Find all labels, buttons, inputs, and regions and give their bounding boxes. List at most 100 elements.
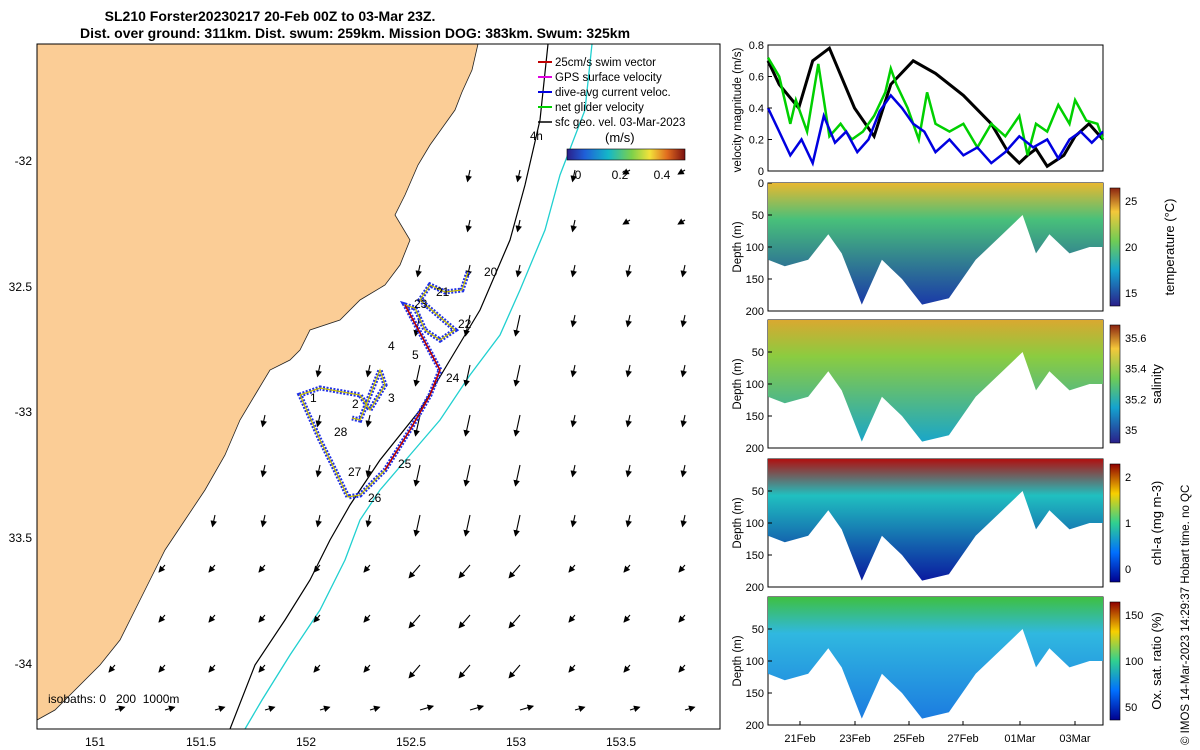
velocity-arrow bbox=[208, 614, 216, 623]
track-day-label: 1 bbox=[310, 391, 317, 405]
velocity-arrow bbox=[513, 314, 521, 337]
velocity-arrow bbox=[574, 705, 586, 712]
velocity-arrow bbox=[313, 564, 321, 573]
legend-net-glider-velocity: net glider velocity bbox=[555, 102, 644, 114]
velocity-arrow bbox=[260, 464, 267, 478]
track-day-label: 2 bbox=[352, 397, 359, 411]
section-ytick: 100 bbox=[746, 379, 764, 391]
velocity-arrow bbox=[365, 514, 372, 528]
section-ytick: 150 bbox=[746, 550, 764, 562]
lon-tick-label: 151.5 bbox=[186, 735, 216, 749]
surface-velocity-vectors bbox=[108, 168, 696, 712]
lat-tick-label: 33.5 bbox=[9, 531, 33, 545]
velocity-arrow bbox=[629, 705, 641, 712]
velocity-arrow bbox=[515, 169, 522, 183]
velocity-arrow bbox=[313, 614, 321, 623]
colorbar-tick: 35.2 bbox=[1125, 394, 1146, 406]
velocity-arrow bbox=[463, 464, 471, 487]
section-ytick: 200 bbox=[746, 582, 764, 594]
velocity-arrow bbox=[164, 705, 176, 712]
velocity-arrow bbox=[363, 614, 371, 623]
velocity-arrow bbox=[513, 414, 521, 437]
velocity-arrow bbox=[158, 564, 166, 573]
depth-section-panel: Depth (m) 50 100 150 200 2 1 0 chl-a (mg m-3) bbox=[732, 458, 1164, 594]
lon-tick-label: 153 bbox=[506, 735, 526, 749]
velocity-arrow bbox=[622, 168, 631, 175]
velocity-arrow bbox=[214, 705, 226, 712]
lat-tick-label: -32 bbox=[15, 154, 33, 168]
colorbar-tick: 35 bbox=[1125, 425, 1137, 437]
section-ytick: 50 bbox=[752, 210, 764, 222]
velocity-arrow bbox=[463, 514, 471, 537]
legend-swim-vector: 25cm/s swim vector bbox=[555, 57, 656, 69]
velocity-arrow bbox=[519, 704, 535, 711]
velocity-arrow bbox=[680, 314, 687, 328]
velocity-arrow bbox=[258, 564, 266, 573]
section-ytick: 50 bbox=[752, 347, 764, 359]
velocity-ytick: 0 bbox=[758, 166, 764, 178]
velocity-arrow bbox=[570, 264, 577, 278]
velocity-arrow bbox=[413, 514, 421, 537]
section-ylabel: Depth (m) bbox=[732, 635, 744, 686]
track-day-label: 25 bbox=[398, 457, 412, 471]
time-xtick: 21Feb bbox=[784, 733, 815, 745]
velocity-arrow bbox=[108, 664, 116, 673]
time-xtick: 27Feb bbox=[947, 733, 978, 745]
section-ytick: 100 bbox=[746, 518, 764, 530]
lon-tick-label: 152.5 bbox=[396, 735, 426, 749]
velocity-arrow bbox=[210, 514, 217, 528]
velocity-ytick: 0.2 bbox=[749, 135, 764, 147]
time-xtick: 23Feb bbox=[839, 733, 870, 745]
colorbar-tick: 20 bbox=[1125, 242, 1137, 254]
colorbar-tick: 1 bbox=[1125, 518, 1131, 530]
colorbar-tick: 0.4 bbox=[654, 168, 671, 182]
depth-section-panel: Depth (m) 50 100 150 200 35.6 35.4 35.2 35 salini… bbox=[732, 319, 1164, 455]
legend-4h-label: 4h bbox=[530, 131, 543, 143]
velocity-arrow bbox=[508, 664, 521, 679]
velocity-arrow bbox=[568, 564, 576, 573]
velocity-arrow bbox=[677, 168, 686, 175]
colorbar-tick: 2 bbox=[1125, 472, 1131, 484]
time-xtick: 01Mar bbox=[1004, 733, 1036, 745]
velocity-arrow bbox=[258, 664, 266, 673]
velocity-arrow bbox=[570, 364, 577, 378]
velocity-arrow bbox=[680, 264, 687, 278]
track-day-label: 4 bbox=[388, 339, 395, 353]
velocity-arrow bbox=[315, 414, 322, 428]
section-ylabel: Depth (m) bbox=[732, 497, 744, 548]
velocity-arrow bbox=[415, 264, 422, 278]
legend-sfc-geo-velocity: sfc geo. vel. 03-Mar-2023 bbox=[555, 117, 685, 129]
section-ytick: 200 bbox=[746, 720, 764, 732]
track-day-label: 24 bbox=[446, 371, 460, 385]
velocity-arrow bbox=[622, 218, 631, 225]
lat-tick-label: -33 bbox=[15, 405, 33, 419]
velocity-arrow bbox=[458, 664, 471, 679]
track-day-label: 21 bbox=[436, 285, 450, 299]
section-ytick: 150 bbox=[746, 274, 764, 286]
velocity-arrow bbox=[515, 264, 522, 278]
velocity-arrow bbox=[678, 664, 686, 673]
velocity-arrow bbox=[463, 364, 471, 387]
track-day-label: 27 bbox=[348, 465, 362, 479]
colorbar-tick: 150 bbox=[1125, 610, 1143, 622]
velocity-arrow bbox=[570, 219, 577, 233]
lon-tick-label: 153.5 bbox=[606, 735, 636, 749]
section-ytick: 50 bbox=[752, 486, 764, 498]
velocity-series-line bbox=[766, 56, 1105, 156]
velocity-arrow bbox=[684, 705, 696, 712]
velocity-arrow bbox=[413, 464, 421, 487]
velocity-arrow bbox=[677, 218, 686, 225]
track-day-label: 22 bbox=[458, 317, 472, 331]
land-area bbox=[37, 44, 479, 721]
velocity-arrow bbox=[419, 704, 435, 711]
velocity-arrow bbox=[570, 414, 577, 428]
colorbar-tick: 0 bbox=[575, 168, 582, 182]
velocity-arrow bbox=[680, 514, 687, 528]
isobath-1000m bbox=[244, 44, 593, 729]
velocity-ytick: 0.6 bbox=[749, 72, 764, 84]
colorbar-units: (m/s) bbox=[605, 130, 635, 145]
colorbar-tick: 50 bbox=[1125, 702, 1137, 714]
velocity-arrow bbox=[465, 219, 472, 233]
isobaths-label: isobaths: 0 200 1000m bbox=[48, 692, 179, 706]
